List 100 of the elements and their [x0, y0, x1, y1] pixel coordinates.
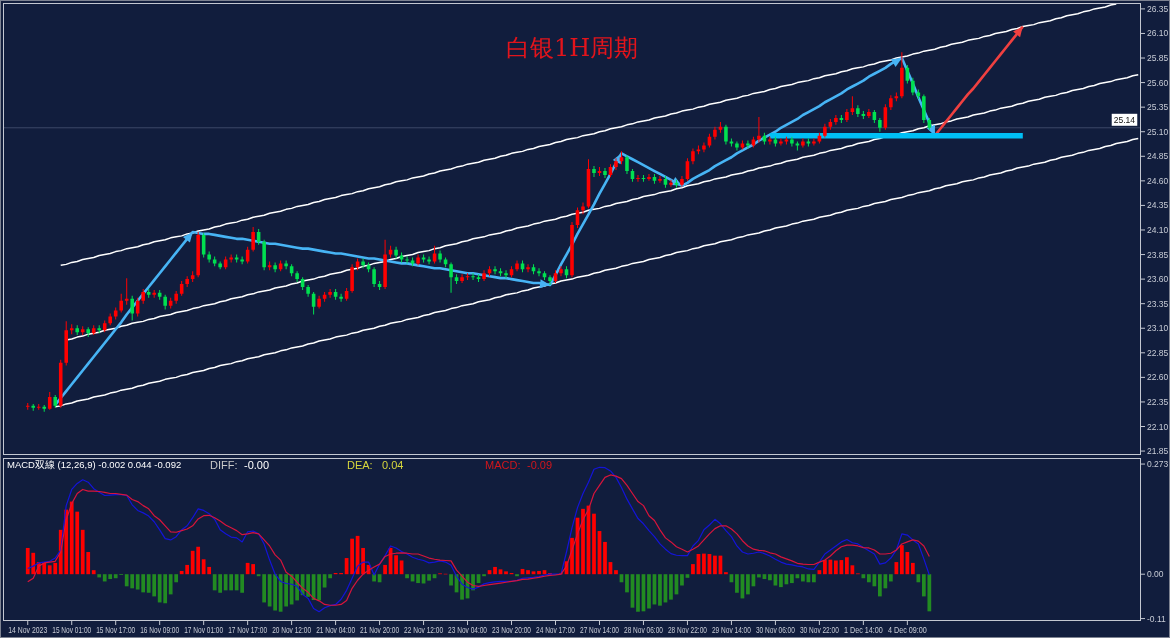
candlestick: [592, 166, 596, 177]
bar: [812, 574, 816, 583]
candlestick: [636, 174, 640, 182]
x-tick-label: 23 Nov 20:00: [492, 625, 531, 636]
bar: [614, 570, 618, 575]
x-tick-label: 16 Nov 09:00: [140, 625, 180, 636]
candlestick: [889, 95, 893, 111]
candlestick: [185, 276, 189, 287]
bar: [680, 574, 684, 586]
bar: [669, 574, 673, 600]
candlestick: [251, 227, 255, 252]
y-tick-label: 0.00: [1147, 569, 1164, 580]
bar: [888, 574, 893, 582]
candlestick: [581, 202, 585, 215]
y-tick-label: 23.85: [1147, 249, 1169, 260]
x-tick-label: 22 Nov 12:00: [404, 625, 444, 636]
candlestick: [449, 262, 453, 293]
y-tick-label: 22.10: [1147, 421, 1169, 432]
x-tick-label: 23 Nov 04:00: [448, 625, 487, 636]
candlestick: [537, 268, 541, 277]
line-series: [54, 137, 1139, 408]
candlestick: [669, 179, 673, 187]
candlestick: [64, 321, 69, 366]
x-tick-label: 4 Dec 09:00: [887, 625, 927, 636]
candlestick: [845, 109, 849, 122]
candlestick: [80, 326, 85, 336]
bar: [894, 562, 899, 575]
title: 白银1H周期: [505, 34, 639, 62]
y-tick-label: 25.10: [1147, 126, 1169, 137]
bar: [581, 508, 585, 575]
bar: [91, 570, 96, 575]
bar: [910, 562, 915, 575]
candlestick: [834, 115, 838, 125]
bar: [916, 574, 921, 583]
bar: [405, 574, 409, 579]
y-tick-label: 24.10: [1147, 225, 1169, 235]
bar: [713, 555, 717, 575]
candlestick: [36, 403, 41, 410]
candlestick: [823, 123, 827, 138]
candlestick: [284, 260, 288, 270]
candlestick: [97, 325, 101, 334]
candlestick: [53, 395, 58, 408]
y-tick-label: 25.85: [1147, 53, 1169, 64]
bar: [702, 553, 706, 575]
candlestick: [152, 289, 156, 298]
x-tick-label: 17 Nov 01:00: [184, 625, 224, 636]
bar: [790, 574, 794, 584]
bar: [482, 574, 486, 577]
y-tick-label: 24.85: [1147, 151, 1169, 162]
x-tick-label: 15 Nov 01:00: [52, 625, 92, 636]
bar: [768, 574, 772, 581]
candlestick: [548, 275, 552, 286]
candlestick: [47, 392, 52, 410]
candlestick: [713, 126, 717, 140]
bar: [537, 570, 541, 575]
bar: [603, 541, 607, 575]
y-tick-label: 23.10: [1147, 323, 1169, 334]
bar: [658, 574, 662, 606]
x-tick-label: 27 Nov 14:00: [580, 625, 619, 636]
candlestick: [878, 117, 882, 132]
candlestick: [124, 278, 129, 305]
x-tick-label: 29 Nov 14:00: [711, 625, 751, 636]
candlestick: [493, 266, 497, 275]
x-tick-label: 28 Nov 22:00: [668, 625, 707, 636]
x-tick-label: 30 Nov 06:00: [755, 625, 795, 636]
candlestick: [515, 260, 519, 272]
candlestick: [306, 285, 310, 297]
bar: [317, 574, 321, 601]
candlestick: [25, 402, 30, 410]
bar: [691, 564, 695, 575]
candlestick: [75, 325, 79, 336]
bar: [647, 574, 651, 609]
annotation: 0.04: [382, 459, 404, 471]
y-tick-label: 25.35: [1147, 102, 1169, 113]
candlestick: [504, 270, 508, 279]
candlestick: [141, 288, 145, 304]
bar: [801, 574, 805, 582]
bar: [383, 564, 387, 575]
y-tick-label: 22.85: [1147, 347, 1169, 358]
bar: [625, 574, 629, 593]
candlestick: [614, 158, 618, 171]
candlestick: [339, 293, 343, 302]
x-tick-label: 15 Nov 17:00: [96, 625, 136, 636]
candlestick: [69, 324, 74, 335]
candlestick: [757, 116, 761, 143]
y-tick-label: 23.60: [1147, 274, 1169, 285]
annotation: -0.00: [244, 459, 270, 471]
candlestick: [658, 175, 662, 183]
bar: [493, 566, 497, 575]
bar: [757, 574, 761, 578]
x-tick-label: 1 Dec 14:00: [843, 625, 883, 636]
bar: [867, 574, 871, 583]
candlestick: [405, 256, 409, 264]
candlestick: [465, 273, 470, 281]
y-tick-label: 25.60: [1147, 77, 1169, 88]
x-tick-label: 17 Nov 17:00: [228, 625, 268, 636]
candlestick: [317, 295, 321, 309]
candlestick: [372, 267, 376, 287]
bar: [636, 574, 640, 612]
bar: [735, 574, 739, 593]
